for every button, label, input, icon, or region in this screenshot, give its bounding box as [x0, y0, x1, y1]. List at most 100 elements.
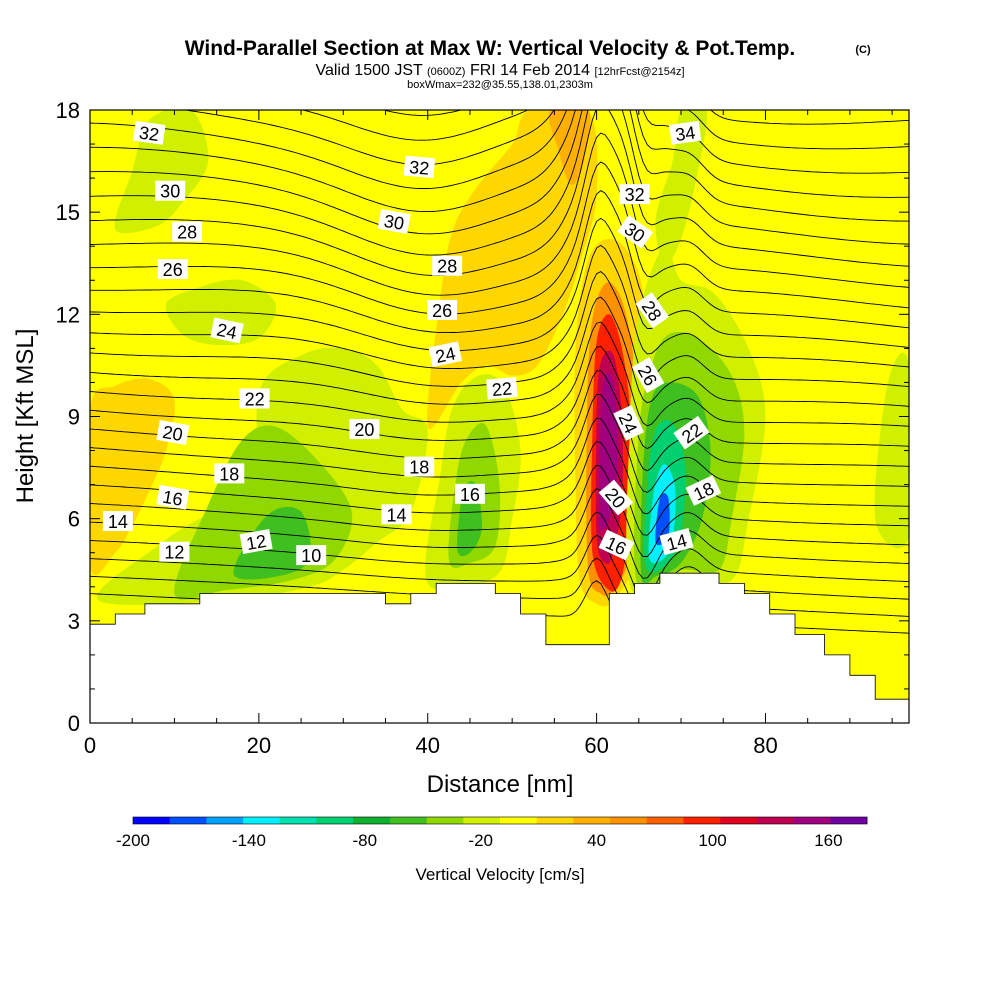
theta-isoline-16 [90, 394, 909, 493]
x-tick-label: 60 [584, 733, 608, 758]
colorbar-swatch [426, 817, 464, 824]
contour-labels: 32 30 28 26 24 22 20 18 16 14 12 12 10 20 18 14 16 32 30 28… [102, 120, 722, 566]
theta-label-13: 20 [349, 419, 380, 440]
colorbar-swatch [206, 817, 244, 824]
colorbar-swatch [720, 817, 758, 824]
colorbar-swatch [243, 817, 281, 824]
plot-area: 32 30 28 26 24 22 20 18 16 14 12 12 10 20 18 14 16 32 30 28… [90, 110, 909, 723]
w-region-5 [114, 110, 209, 234]
theta-label-20: 26 [427, 299, 458, 321]
colorbar-tick-label: -80 [353, 831, 378, 850]
theta-label-8: 16 [156, 484, 190, 510]
colorbar-swatch [169, 817, 207, 824]
colorbar-swatch [316, 817, 354, 824]
theta-isoline-27 [90, 110, 909, 276]
theta-label-text: 26 [163, 260, 183, 280]
theta-label-0: 32 [132, 120, 166, 146]
theta-label-text: 16 [161, 487, 184, 510]
theta-label-text: 32 [138, 123, 161, 146]
theta-label-10: 12 [159, 541, 190, 563]
x-tick-label: 20 [247, 733, 271, 758]
w-region-16 [602, 394, 614, 474]
colorbar-swatch [279, 817, 317, 824]
theta-isoline-12 [90, 488, 909, 579]
theta-label-text: 34 [674, 123, 697, 146]
colorbar-swatch [463, 817, 501, 824]
theta-isoline-28 [90, 110, 909, 256]
theta-label-text: 12 [245, 531, 268, 554]
theta-isoline-25 [90, 161, 909, 315]
theta-label-2: 28 [172, 221, 203, 243]
theta-isoline-33 [301, 110, 909, 141]
theta-isoline-30 [90, 110, 909, 213]
chart-subtitle-2: boxWmax=232@35.55,138.01,2303m [407, 79, 593, 91]
w-region-10 [548, 110, 591, 185]
colorbar-swatch [536, 817, 574, 824]
theta-label-15: 14 [381, 504, 412, 525]
w-region-17 [655, 110, 708, 264]
chart-subtitle: Valid 1500 JST (0600Z) FRI 14 Feb 2014 [… [315, 62, 684, 79]
theta-label-28: 24 [613, 405, 645, 441]
y-axis-label: Height [Kft MSL] [12, 329, 39, 504]
colorbar-swatch [610, 817, 648, 824]
y-tick-label: 3 [68, 609, 80, 634]
theta-label-text: 26 [432, 301, 452, 321]
colorbar-frame [132, 816, 868, 825]
theta-isoline-10 [90, 534, 909, 623]
colorbar-label: Vertical Velocity [cm/s] [415, 865, 584, 884]
theta-label-text: 30 [160, 182, 180, 202]
x-tick-label: 0 [84, 733, 96, 758]
theta-label-7: 18 [214, 463, 245, 484]
theta-isoline-17 [90, 370, 909, 472]
theta-label-text: 12 [164, 543, 184, 563]
theta-label-33: 14 [659, 527, 694, 556]
theta-label-3: 26 [157, 259, 188, 280]
theta-label-11: 12 [239, 529, 273, 554]
theta-label-17: 32 [403, 155, 436, 179]
theta-label-22: 22 [486, 377, 518, 400]
w-region-3 [233, 506, 311, 580]
theta-label-text: 32 [625, 185, 645, 205]
colorbar-swatch [389, 817, 427, 824]
x-tick-label: 80 [753, 733, 777, 758]
theta-label-12: 10 [296, 545, 327, 566]
colorbar-tick-label: -200 [116, 831, 150, 850]
theta-label-4: 24 [210, 317, 244, 344]
theta-isoline-29 [90, 110, 909, 235]
colorbar-tick-label: 40 [587, 831, 606, 850]
subtitle-forecast: [12hrFcst@2154z] [594, 66, 684, 78]
y-tick-label: 0 [68, 711, 80, 736]
x-tick-label: 40 [415, 733, 439, 758]
y-tick-label: 9 [68, 405, 80, 430]
colorbar-swatch [573, 817, 611, 824]
theta-isoline-20 [90, 296, 909, 407]
w-region-24 [874, 352, 909, 549]
colorbar-swatch [793, 817, 831, 824]
theta-label-6: 20 [156, 420, 190, 445]
theta-label-text: 24 [434, 343, 458, 367]
colorbar-tick-label: 100 [698, 831, 726, 850]
colorbar-swatch [646, 817, 684, 824]
chart-title: Wind-Parallel Section at Max W: Vertical… [185, 37, 796, 60]
x-axis-label: Distance [nm] [427, 771, 574, 798]
subtitle-utc: (0600Z) [427, 66, 466, 78]
subtitle-valid: Valid 1500 JST [315, 62, 423, 79]
colorbar: -200 -140 -80 -20 40 100 160 [116, 816, 868, 850]
theta-isoline-13 [90, 464, 909, 557]
colorbar-swatch [500, 817, 538, 824]
colorbar-swatch [756, 817, 794, 824]
y-tick-label: 12 [56, 302, 80, 327]
theta-isoline-19 [90, 321, 909, 427]
theta-label-21: 24 [428, 341, 463, 368]
theta-label-text: 20 [161, 422, 184, 445]
y-tick-label: 18 [56, 98, 80, 123]
theta-label-14: 18 [404, 456, 435, 478]
terrain-mask [90, 572, 909, 723]
w-region-9 [427, 110, 598, 430]
theta-label-text: 18 [219, 464, 239, 484]
theta-label-5: 22 [239, 388, 270, 410]
theta-isoline-23 [90, 217, 909, 352]
axis-ticks: 0 20 40 60 80 0 3 6 9 12 15 18 [56, 98, 909, 758]
colorbar-swatch [830, 817, 868, 824]
